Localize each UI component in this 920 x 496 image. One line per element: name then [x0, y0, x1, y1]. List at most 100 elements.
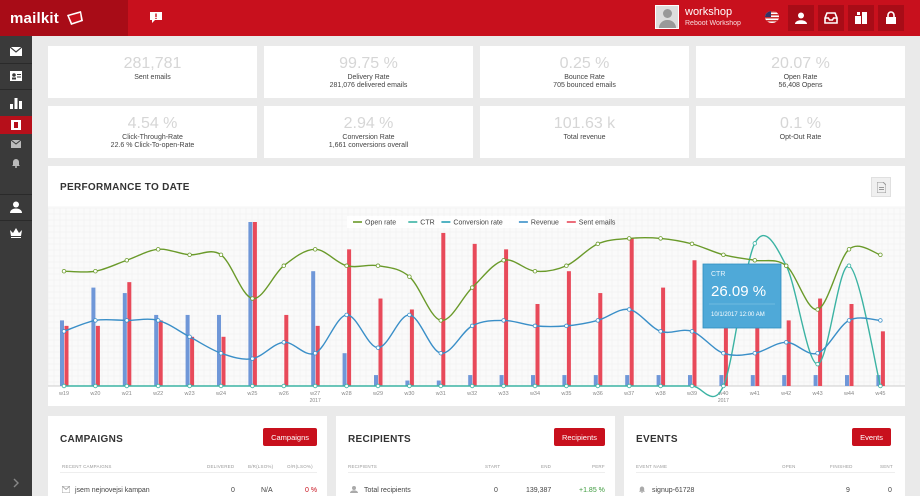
bar-sent-emails	[566, 271, 571, 386]
sidebar-item-contacts[interactable]	[0, 65, 32, 87]
recipients-button[interactable]: Recipients	[553, 428, 605, 446]
top-bar: mailkit workshop Reboot Workshop	[0, 0, 920, 36]
line-point	[532, 383, 538, 389]
kpi-value: 0.25 %	[559, 55, 610, 72]
x-tick-label: w34	[529, 391, 540, 397]
campaigns-panel: CAMPAIGNS Campaigns RECENT CAMPAIGNS DEL…	[48, 416, 327, 496]
line-point	[658, 236, 663, 241]
kpi-value: 20.07 %	[771, 55, 830, 72]
kpi-card-opt-out-rate: 0.1 % Opt-Out Rate	[696, 106, 905, 158]
line-point	[93, 383, 98, 389]
x-tick-label: w25	[246, 391, 257, 397]
line-point	[407, 274, 412, 279]
bar-sent-emails	[598, 293, 603, 386]
organization-icon	[855, 12, 867, 24]
line-point	[470, 383, 475, 389]
x-tick-label: w19	[58, 391, 69, 397]
tooltip-date: 10/1/2017 12:00 AM	[711, 312, 765, 318]
column-header: DELIVERED	[207, 464, 235, 469]
sidebar-item-campaigns[interactable]	[0, 40, 32, 62]
x-tick-label: w26	[278, 391, 289, 397]
user-icon	[795, 12, 807, 24]
x-tick-label: w35	[560, 391, 571, 397]
line-point	[281, 340, 286, 345]
user-org: Reboot Workshop	[685, 20, 741, 27]
bar-sent-emails	[378, 298, 383, 386]
sidebar-expand-button[interactable]	[0, 472, 32, 494]
x-tick-label: w41	[749, 391, 760, 397]
profile-button[interactable]	[788, 5, 814, 31]
column-header: START	[485, 464, 501, 469]
chat-icon[interactable]	[149, 10, 163, 24]
logo[interactable]: mailkit	[0, 0, 128, 36]
envelope-icon	[10, 46, 22, 56]
line-point	[752, 350, 757, 356]
line-point	[93, 268, 98, 274]
logo-mark-icon	[66, 11, 83, 25]
bar-previous	[813, 375, 818, 386]
x-tick-label: w27	[309, 391, 320, 397]
sidebar-item-account[interactable]	[0, 196, 32, 218]
clipboard-icon	[11, 120, 21, 130]
kpi-value: 2.94 %	[343, 115, 394, 132]
bar-previous	[750, 375, 755, 386]
column-header: O/R(LSO%)	[287, 464, 313, 469]
sidebar-item-messages[interactable]	[0, 135, 32, 153]
bar-previous	[248, 222, 253, 386]
sidebar-item-notifications[interactable]	[0, 154, 32, 172]
line-point	[784, 340, 789, 345]
line-point	[721, 383, 726, 389]
sidebar-item-premium[interactable]	[0, 222, 32, 244]
column-header: EVENT NAME	[636, 464, 668, 469]
bar-sent-emails	[347, 249, 352, 386]
crown-icon	[10, 228, 22, 238]
kpi-value: 101.63 k	[553, 115, 616, 132]
x-tick-label: w33	[498, 391, 509, 397]
organization-button[interactable]	[848, 5, 874, 31]
bar-sent-emails	[723, 287, 728, 386]
x-tick-label: w23	[184, 391, 195, 397]
bar-sent-emails	[190, 336, 195, 386]
line-point	[689, 241, 695, 247]
bar-previous	[217, 314, 221, 386]
line-point	[627, 383, 632, 389]
line-point	[313, 350, 318, 356]
bar-previous	[436, 380, 441, 386]
x-tick-label: w42	[780, 391, 791, 397]
recipients-name[interactable]: Total recipients	[364, 487, 411, 494]
inbox-button[interactable]	[818, 5, 844, 31]
bar-sent-emails	[629, 238, 634, 386]
panel-title: CAMPAIGNS	[60, 434, 124, 445]
x-tick-label: w39	[686, 391, 697, 397]
sidebar-item-dashboard[interactable]	[0, 116, 32, 134]
logout-button[interactable]	[878, 5, 904, 31]
bar-previous	[499, 375, 504, 386]
bar-previous	[311, 271, 316, 386]
line-point	[375, 263, 381, 268]
event-name[interactable]: signup-61728	[652, 487, 695, 494]
bar-sent-emails	[535, 304, 540, 386]
line-point	[878, 318, 883, 323]
event-open: 9	[846, 487, 850, 494]
line-point	[470, 285, 475, 290]
chart-tooltip	[702, 263, 782, 329]
line-point	[61, 268, 67, 274]
sidebar-item-reports[interactable]	[0, 92, 32, 114]
line-point	[281, 263, 286, 268]
language-flag-icon[interactable]	[765, 11, 779, 23]
events-button[interactable]: Events	[852, 428, 891, 446]
kpi-value: 281,781	[123, 55, 182, 72]
line-point	[187, 334, 192, 339]
user-menu[interactable]: workshop Reboot Workshop	[655, 5, 741, 29]
campaigns-button[interactable]: Campaigns	[263, 428, 317, 446]
line-point	[658, 383, 663, 389]
x-tick-label: w31	[435, 391, 446, 397]
event-finished: 0	[888, 487, 892, 494]
column-header: OPEN	[782, 464, 796, 469]
campaign-name[interactable]: jsem nejnovejsi kampan	[75, 487, 150, 494]
bar-sent-emails	[786, 320, 791, 386]
campaign-open: 0 %	[305, 487, 318, 494]
export-pdf-button[interactable]	[871, 177, 891, 197]
line-point	[846, 263, 852, 268]
